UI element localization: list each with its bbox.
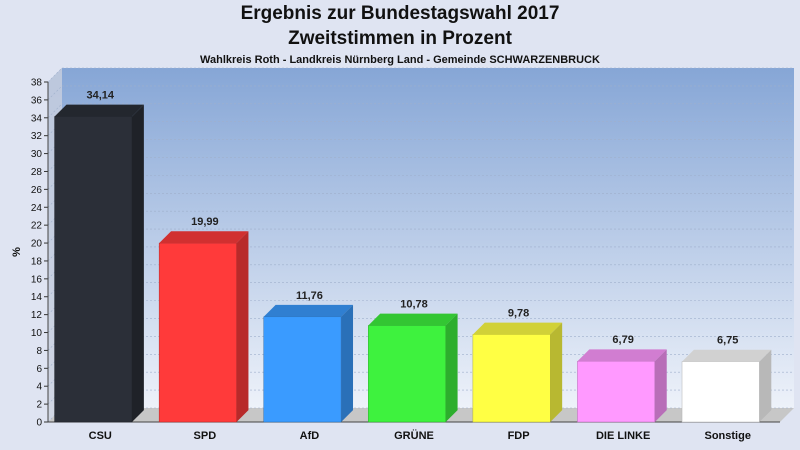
y-tick-label: 38 — [31, 78, 43, 89]
bar-csu — [54, 104, 144, 423]
bar-front — [158, 242, 237, 423]
bar-side — [445, 313, 458, 422]
bar-value-label: 34,14 — [87, 90, 115, 102]
bar-top — [263, 304, 354, 317]
y-tick-label: 8 — [36, 346, 42, 357]
bar-value-label: 9,78 — [508, 307, 529, 319]
x-category-label: FDP — [508, 430, 530, 442]
y-tick-label: 4 — [36, 382, 42, 393]
y-tick-label: 20 — [31, 239, 43, 250]
bar-afd — [263, 304, 354, 423]
bar-top — [54, 104, 144, 117]
x-category-label: DIE LINKE — [596, 430, 650, 442]
y-tick-label: 18 — [31, 256, 43, 267]
chart-title-line2: Zweitstimmen in Prozent — [288, 28, 512, 49]
bar-side — [759, 349, 772, 422]
y-tick-label: 30 — [31, 149, 43, 160]
y-tick-label: 16 — [31, 274, 43, 285]
bar-sonstige — [681, 349, 772, 423]
y-tick-label: 24 — [31, 203, 43, 214]
bar-value-label: 10,78 — [400, 299, 428, 311]
bar-top — [159, 231, 249, 244]
chart-title-line1: Ergebnis zur Bundestagswahl 2017 — [240, 3, 560, 24]
bar-value-label: 6,75 — [717, 335, 738, 347]
bar-value-label: 6,79 — [612, 334, 633, 346]
y-tick-label: 34 — [31, 113, 43, 124]
y-tick-label: 0 — [36, 418, 42, 429]
x-category-label: Sonstige — [704, 430, 750, 442]
bar-value-label: 19,99 — [191, 216, 219, 228]
y-tick-label: 26 — [31, 185, 43, 196]
y-tick-label: 14 — [31, 292, 43, 303]
bar-front — [368, 325, 446, 423]
x-category-label: SPD — [194, 430, 217, 442]
x-category-label: CSU — [89, 430, 112, 442]
y-tick-label: 28 — [31, 167, 43, 178]
y-tick-label: 10 — [31, 328, 43, 339]
x-category-label: GRÜNE — [394, 429, 434, 442]
y-tick-label: 12 — [31, 310, 43, 321]
bar-side — [131, 104, 144, 422]
bar-top — [472, 322, 563, 335]
bar-top — [577, 349, 667, 362]
bar-grüne — [368, 313, 458, 423]
bar-top — [682, 349, 772, 362]
y-tick-label: 6 — [36, 364, 42, 375]
bar-front — [54, 116, 133, 423]
x-category-label: AfD — [300, 430, 320, 442]
bar-side — [550, 322, 563, 422]
bar-top — [368, 313, 458, 326]
gridline-side — [47, 67, 63, 83]
bar-front — [263, 316, 342, 423]
y-tick-label: 2 — [36, 400, 42, 411]
y-axis-label: % — [11, 247, 23, 257]
bar-side — [341, 304, 354, 422]
y-tick-label: 36 — [31, 95, 43, 106]
chart-subtitle: Wahlkreis Roth - Landkreis Nürnberg Land… — [200, 54, 600, 66]
bar-front — [472, 334, 551, 423]
y-tick-label: 22 — [31, 221, 43, 232]
bar-front — [577, 360, 656, 423]
gridline-side — [47, 85, 63, 101]
bar-die-linke — [577, 349, 667, 423]
bar-front — [681, 361, 760, 423]
bar-fdp — [472, 322, 563, 423]
gridline-side — [47, 103, 63, 119]
bar-side — [236, 231, 249, 422]
bar-side — [654, 349, 667, 422]
bar-value-label: 11,76 — [296, 290, 323, 302]
y-tick-label: 32 — [31, 131, 43, 142]
bar-spd — [158, 231, 249, 423]
